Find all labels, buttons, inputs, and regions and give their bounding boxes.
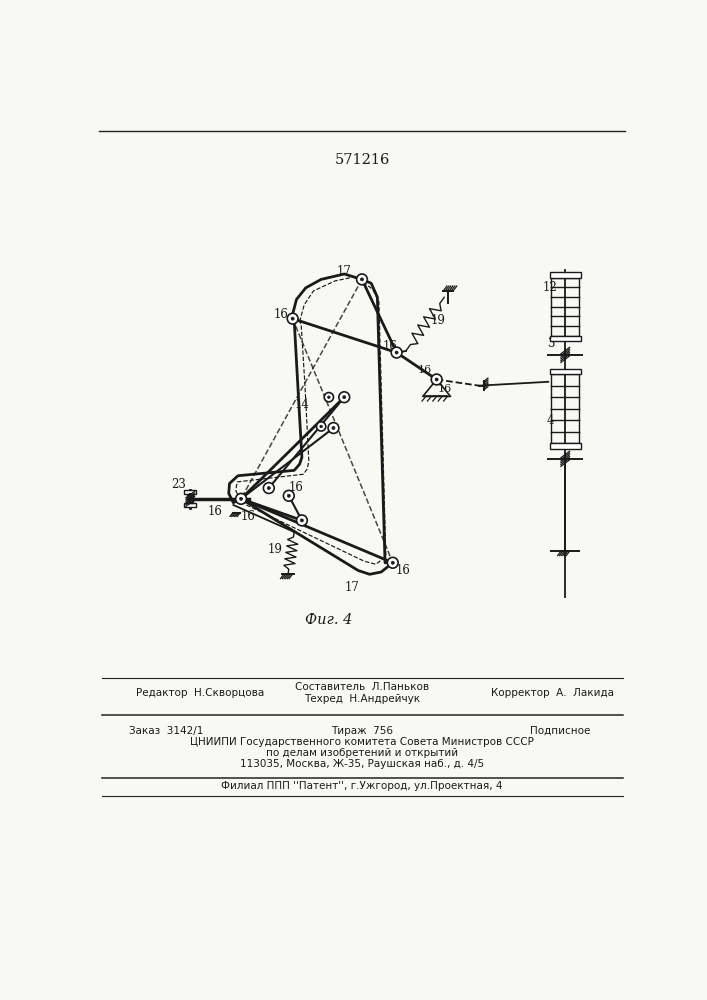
Circle shape (391, 561, 395, 564)
Circle shape (291, 317, 294, 320)
Circle shape (325, 393, 334, 402)
Circle shape (387, 557, 398, 568)
Circle shape (300, 519, 303, 522)
Text: Фиг. 4: Фиг. 4 (305, 613, 353, 628)
Text: 571216: 571216 (334, 153, 390, 167)
Text: 4: 4 (547, 414, 554, 427)
Text: Редактор  Н.Скворцова: Редактор Н.Скворцова (136, 688, 264, 698)
Text: 12: 12 (542, 281, 557, 294)
Text: Техред  Н.Андрейчук: Техред Н.Андрейчук (304, 694, 420, 704)
Circle shape (391, 347, 402, 358)
Circle shape (320, 425, 322, 428)
Text: Корректор  А.  Лакида: Корректор А. Лакида (491, 688, 614, 698)
Text: 19: 19 (267, 543, 282, 556)
Text: Составитель  Л.Паньков: Составитель Л.Паньков (295, 682, 429, 692)
Text: 16: 16 (418, 365, 432, 375)
Text: Заказ  3142/1: Заказ 3142/1 (129, 726, 203, 736)
Bar (187, 494, 193, 503)
Text: Филиал ППП ''Патент'', г.Ужгород, ул.Проектная, 4: Филиал ППП ''Патент'', г.Ужгород, ул.Про… (221, 781, 503, 791)
Text: 17: 17 (337, 265, 351, 278)
Circle shape (296, 515, 308, 526)
Bar (550, 336, 580, 341)
Circle shape (332, 426, 335, 430)
Text: 16: 16 (207, 505, 222, 518)
Text: 3: 3 (547, 337, 554, 350)
Text: ЦНИИПИ Государственного комитета Совета Министров СССР: ЦНИИПИ Государственного комитета Совета … (190, 737, 534, 747)
Circle shape (267, 487, 270, 490)
Text: 23: 23 (171, 478, 186, 491)
Bar (550, 443, 580, 449)
Circle shape (287, 494, 291, 497)
Text: по делам изобретений и открытий: по делам изобретений и открытий (266, 748, 458, 758)
Circle shape (264, 483, 274, 493)
Circle shape (235, 493, 247, 504)
Text: 113035, Москва, Ж-35, Раушская наб., д. 4/5: 113035, Москва, Ж-35, Раушская наб., д. … (240, 759, 484, 769)
Circle shape (395, 351, 398, 354)
Text: 16: 16 (383, 340, 398, 353)
Circle shape (240, 497, 243, 500)
Circle shape (343, 396, 346, 399)
Circle shape (327, 396, 330, 398)
Text: Подписное: Подписное (530, 726, 590, 736)
Text: 16: 16 (437, 384, 452, 394)
Text: 16: 16 (274, 308, 288, 321)
Circle shape (188, 497, 192, 501)
Text: 14: 14 (294, 398, 310, 411)
Text: 16: 16 (240, 510, 255, 523)
Circle shape (356, 274, 368, 285)
Text: Тираж  756: Тираж 756 (331, 726, 393, 736)
Text: 17: 17 (344, 581, 359, 594)
Circle shape (431, 374, 442, 385)
Circle shape (328, 423, 339, 433)
Text: 16: 16 (396, 564, 411, 577)
Bar (184, 490, 197, 494)
Circle shape (284, 490, 294, 501)
Circle shape (361, 278, 363, 281)
Bar (550, 272, 580, 278)
Circle shape (317, 422, 326, 431)
Text: 19: 19 (431, 314, 445, 327)
Circle shape (435, 378, 438, 381)
Bar (184, 503, 197, 507)
Circle shape (339, 392, 350, 403)
Bar (550, 369, 580, 374)
Circle shape (287, 313, 298, 324)
Text: 16: 16 (288, 481, 303, 494)
